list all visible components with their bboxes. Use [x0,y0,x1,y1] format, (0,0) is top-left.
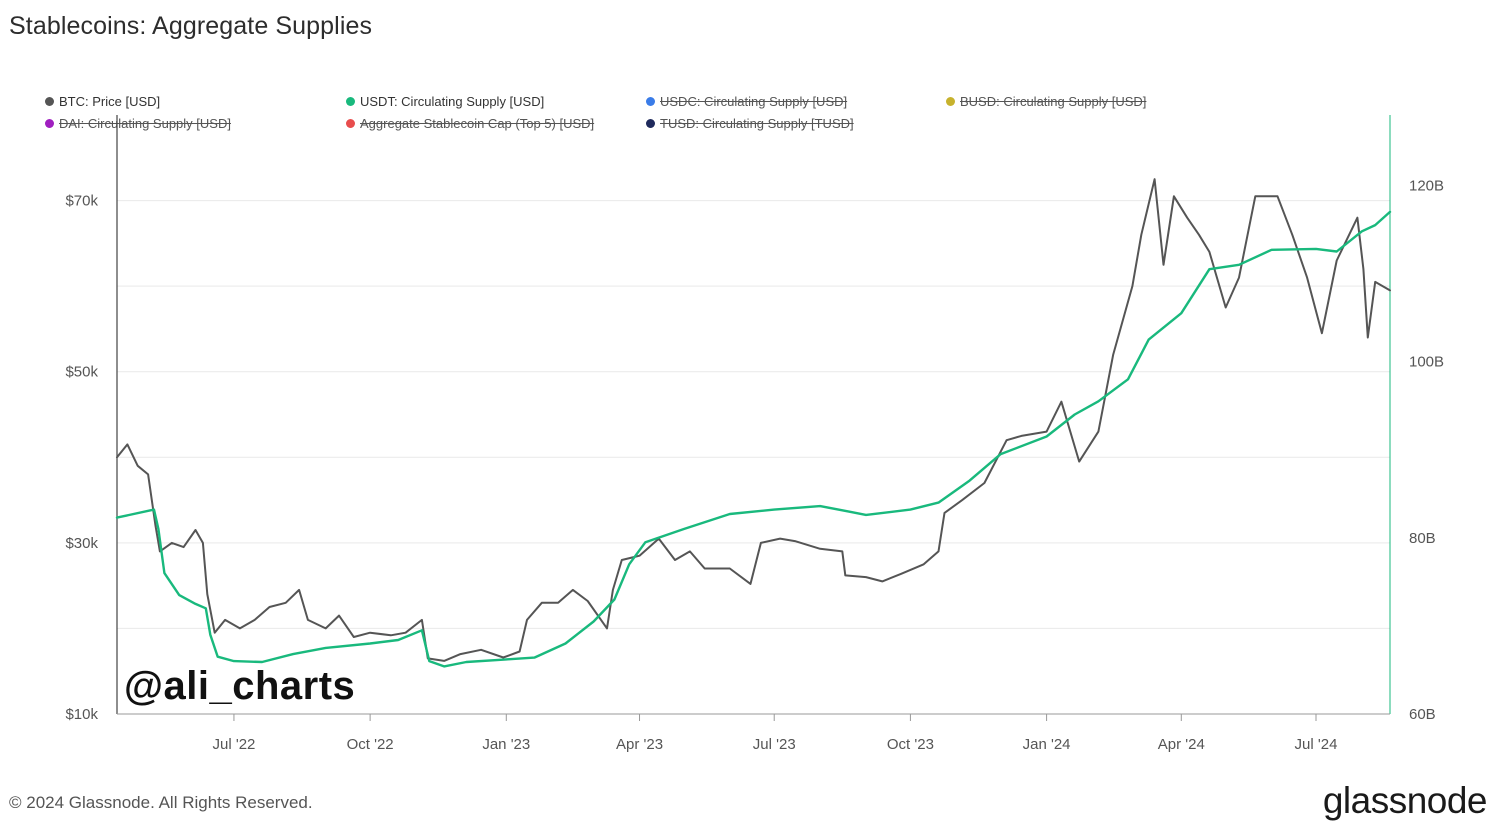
legend-dot-icon [646,119,655,128]
legend-label: USDT: Circulating Supply [USD] [360,94,545,109]
legend-label: TUSD: Circulating Supply [TUSD] [660,116,854,131]
x-tick-label: Oct '23 [887,736,934,753]
brand-logo: glassnode [1322,780,1488,821]
legend-item-aggregate-cap[interactable]: Aggregate Stablecoin Cap (Top 5) [USD] [346,116,594,131]
legend-dot-icon [346,97,355,106]
series-line-usdt-supply [115,210,1392,668]
legend-dot-icon [346,119,355,128]
chart-legend: BTC: Price [USD] USDT: Circulating Suppl… [0,0,1503,140]
legend-dot-icon [45,97,54,106]
legend-dot-icon [646,97,655,106]
legend-dot-icon [45,119,54,128]
y-left-tick-label: $50k [65,364,98,381]
legend-item-usdc-supply[interactable]: USDC: Circulating Supply [USD] [646,94,847,109]
watermark: @ali_charts [124,664,356,708]
x-tick-label: Jul '22 [212,736,255,753]
y-right-tick-label: 100B [1409,354,1444,371]
x-tick-label: Jan '24 [1023,736,1071,753]
series-line-btc-price [116,178,1391,662]
y-right-tick-label: 60B [1409,706,1436,723]
x-tick-label: Apr '24 [1158,736,1205,753]
y-right-tick-label: 120B [1409,177,1444,194]
y-right-tick-label: 80B [1409,530,1436,547]
legend-item-busd-supply[interactable]: BUSD: Circulating Supply [USD] [946,94,1146,109]
legend-item-dai-supply[interactable]: DAI: Circulating Supply [USD] [45,116,231,131]
x-tick-label: Jul '24 [1295,736,1338,753]
legend-item-btc-price[interactable]: BTC: Price [USD] [45,94,160,109]
line-chart[interactable]: $10k $30k $50k $70k 60B 80B 100B 120B Jul '22 Oct… [0,0,1503,780]
page-title: Stablecoins: Aggregate Supplies [9,12,373,40]
legend-label: Aggregate Stablecoin Cap (Top 5) [USD] [360,116,595,131]
y-left-tick-label: $70k [65,193,98,210]
legend-item-tusd-supply[interactable]: TUSD: Circulating Supply [TUSD] [646,116,854,131]
x-tick-label: Jul '23 [753,736,796,753]
y-left-tick-label: $30k [65,535,98,552]
x-tick-label: Jan '23 [482,736,530,753]
x-tick-label: Apr '23 [616,736,663,753]
legend-label: DAI: Circulating Supply [USD] [59,116,231,131]
x-tick-label: Oct '22 [347,736,394,753]
legend-item-usdt-supply[interactable]: USDT: Circulating Supply [USD] [346,94,544,109]
legend-label: BUSD: Circulating Supply [USD] [960,94,1147,109]
legend-dot-icon [946,97,955,106]
legend-label: USDC: Circulating Supply [USD] [660,94,848,109]
copyright-text: © 2024 Glassnode. All Rights Reserved. [9,793,313,812]
legend-label: BTC: Price [USD] [59,94,161,109]
y-left-tick-label: $10k [65,706,98,723]
